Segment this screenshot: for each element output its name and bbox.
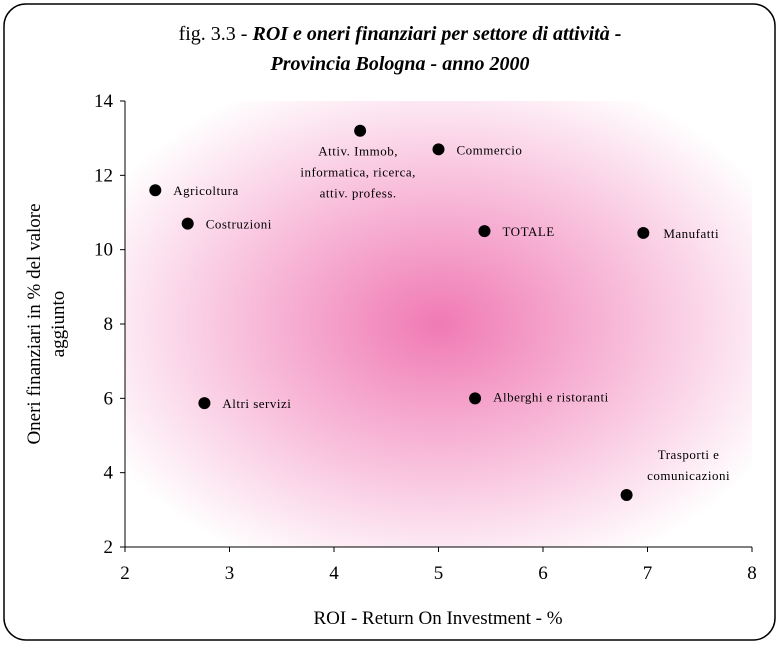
x-axis-label: ROI - Return On Investment - %	[313, 608, 562, 629]
y-tick-label: 14	[94, 91, 114, 112]
x-tick-label: 7	[643, 563, 653, 584]
point	[469, 392, 482, 405]
x-tick-label: 3	[225, 563, 235, 584]
point-label: Attiv. Immob,	[318, 144, 398, 159]
point-label: Agricoltura	[173, 183, 238, 198]
point-label: Manufatti	[663, 226, 719, 241]
point	[149, 184, 162, 197]
y-tick-label: 8	[104, 314, 114, 335]
point	[181, 217, 194, 230]
point-label: Costruzioni	[206, 217, 272, 232]
point-label: Trasporti e	[658, 447, 720, 462]
point-label: attiv. profess.	[320, 186, 397, 201]
title-prefix: fig. 3.3 -	[179, 23, 253, 45]
y-tick-label: 2	[104, 537, 114, 558]
point-label: informatica, ricerca,	[300, 165, 416, 180]
point	[432, 143, 445, 156]
point	[478, 225, 491, 238]
point	[637, 226, 650, 239]
x-tick-label: 6	[538, 563, 548, 584]
x-tick-label: 4	[329, 563, 339, 584]
y-axis-label-line: Oneri finanziari in % del valore	[24, 203, 45, 444]
y-axis-label-line: aggiunto	[48, 291, 69, 358]
point-label: comunicazioni	[647, 468, 730, 483]
x-tick-label: 8	[747, 563, 757, 584]
y-tick-label: 12	[94, 165, 113, 186]
point	[354, 124, 367, 137]
y-axis-label: Oneri finanziari in % del valore aggiunt…	[24, 203, 69, 444]
point-label: Altri servizi	[222, 396, 291, 411]
plot-area	[125, 101, 752, 547]
point	[620, 488, 633, 501]
y-tick-label: 4	[104, 463, 114, 484]
title-line: Provincia Bologna - anno 2000	[270, 53, 530, 75]
point-label: TOTALE	[502, 224, 554, 239]
y-tick-label: 10	[94, 240, 113, 261]
x-tick-label: 5	[434, 563, 444, 584]
title-line: ROI e oneri finanziari per settore di at…	[251, 23, 621, 45]
point-label: Commercio	[457, 142, 523, 157]
point-label: Alberghi e ristoranti	[493, 389, 609, 404]
y-tick-label: 6	[104, 388, 114, 409]
x-tick-label: 2	[120, 563, 130, 584]
chart-title: fig. 3.3 - ROI e oneri finanziari per se…	[179, 23, 622, 45]
point	[198, 397, 211, 410]
